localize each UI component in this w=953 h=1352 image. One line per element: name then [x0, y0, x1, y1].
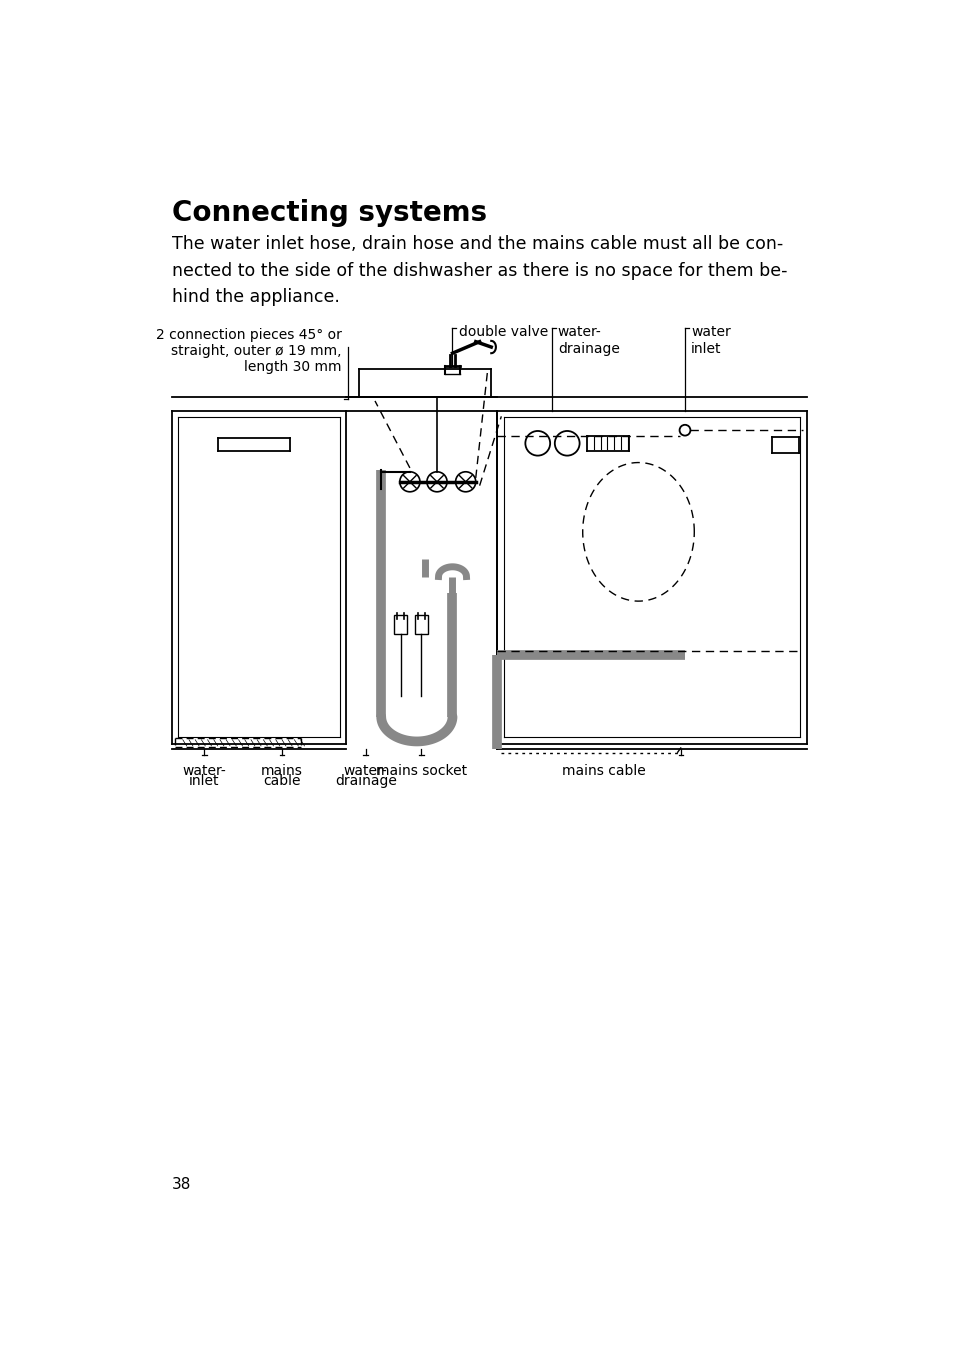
Text: The water inlet hose, drain hose and the mains cable must all be con-
nected to : The water inlet hose, drain hose and the… [172, 235, 786, 306]
Text: inlet: inlet [189, 775, 219, 788]
Text: water-: water- [182, 764, 226, 779]
Circle shape [399, 472, 419, 492]
Text: cable: cable [263, 775, 300, 788]
Text: double valve: double valve [458, 326, 547, 339]
Text: mains cable: mains cable [561, 764, 645, 779]
Text: water-: water- [343, 764, 387, 779]
Text: 38: 38 [172, 1178, 192, 1192]
Text: water-
drainage: water- drainage [558, 326, 619, 356]
Text: drainage: drainage [335, 775, 396, 788]
Bar [415, 615, 427, 634]
Text: water
inlet: water inlet [691, 326, 730, 356]
Circle shape [456, 472, 476, 492]
Text: Connecting systems: Connecting systems [172, 199, 487, 227]
Bar [394, 615, 406, 634]
Text: mains: mains [261, 764, 303, 779]
Circle shape [427, 472, 447, 492]
Text: mains socket: mains socket [375, 764, 467, 779]
Text: 2 connection pieces 45° or
straight, outer ø 19 mm,
length 30 mm: 2 connection pieces 45° or straight, out… [155, 327, 341, 375]
